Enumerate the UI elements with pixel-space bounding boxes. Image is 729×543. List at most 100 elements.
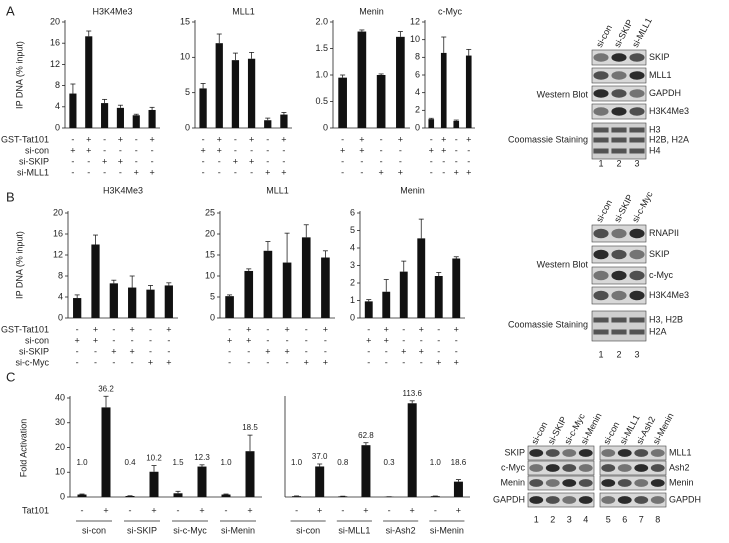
band-label: RNAPII [649, 228, 679, 238]
condition-sign: + [466, 134, 471, 144]
condition-sign: + [441, 134, 446, 144]
condition-sign: - [380, 134, 383, 144]
lane-number: 8 [655, 514, 660, 524]
blot-band [593, 53, 609, 62]
condition-sign: - [250, 167, 253, 177]
chart-title: MLL1 [266, 185, 289, 195]
condition-sign: - [112, 324, 115, 334]
y-tick-label: 0 [415, 122, 420, 132]
condition-sign: - [131, 335, 134, 345]
bar [280, 114, 288, 128]
lane-number: 7 [639, 514, 644, 524]
condition-sign: - [266, 145, 269, 155]
condition-sign: - [149, 324, 152, 334]
blot-strip [599, 460, 667, 476]
blot-band [545, 464, 560, 472]
condition-sign: - [81, 505, 84, 515]
condition-sign: + [199, 505, 204, 515]
y-tick-label: 10 [410, 34, 420, 44]
condition-sign: + [249, 134, 254, 144]
condition-sign: - [135, 156, 138, 166]
blot-group-label: Western Blot [537, 259, 589, 269]
blot-band [617, 464, 632, 472]
condition-sign: - [151, 145, 154, 155]
lane-label: si-Menin [651, 411, 676, 446]
bar [430, 496, 440, 497]
blot-band [545, 479, 560, 487]
y-tick-label: 20 [205, 228, 215, 238]
value-label: 18.5 [242, 423, 258, 432]
condition-name: GST-Tat101 [1, 134, 49, 144]
y-tick-label: 12 [410, 16, 420, 26]
lane-number: 5 [606, 514, 611, 524]
stain-band [629, 137, 645, 143]
condition-sign: - [218, 156, 221, 166]
bar [91, 244, 100, 318]
stain-band [611, 148, 627, 154]
blot-band [611, 89, 627, 98]
y-tick-label: 0 [350, 312, 355, 322]
y-tick-label: 5 [350, 225, 355, 235]
lane-number: 3 [567, 514, 572, 524]
condition-sign: - [467, 145, 470, 155]
y-tick-label: 6 [415, 69, 420, 79]
band-label: GAPDH [649, 88, 681, 98]
condition-sign: - [266, 134, 269, 144]
blot-band [650, 479, 665, 487]
y-tick-label: 16 [53, 228, 63, 238]
condition-sign: + [281, 167, 286, 177]
blot-band [650, 496, 665, 504]
lane-number: 6 [622, 514, 627, 524]
condition-sign: + [246, 324, 251, 334]
band-label: c-Myc [501, 462, 525, 472]
value-label: 1.0 [430, 458, 442, 467]
condition-sign: + [281, 134, 286, 144]
lane-number: 1 [534, 514, 539, 524]
condition-sign: - [71, 167, 74, 177]
value-label: 1.5 [172, 458, 184, 467]
condition-sign: - [76, 324, 79, 334]
bar [465, 55, 472, 128]
blot-band [617, 479, 632, 487]
condition-sign: - [420, 357, 423, 367]
panel-letter: A [6, 3, 15, 18]
bar [382, 291, 391, 318]
condition-sign: + [454, 324, 459, 334]
value-label: 12.3 [194, 453, 210, 462]
condition-sign: + [118, 134, 123, 144]
y-tick-label: 0 [60, 491, 65, 501]
blot-band [629, 53, 645, 62]
condition-sign: + [93, 324, 98, 334]
y-tick-label: 0 [185, 122, 190, 132]
blot-band [611, 107, 627, 116]
condition-sign: - [295, 505, 298, 515]
blot-band [593, 89, 609, 98]
condition-sign: - [430, 167, 433, 177]
condition-sign: + [246, 335, 251, 345]
condition-sign: + [134, 167, 139, 177]
blot-strip [599, 445, 667, 461]
condition-sign: + [359, 134, 364, 144]
chart-title: c-Myc [438, 6, 462, 16]
blot-band [634, 464, 649, 472]
condition-sign: + [233, 156, 238, 166]
y-tick-label: 30 [55, 417, 65, 427]
blot-band [634, 479, 649, 487]
condition-sign: - [149, 346, 152, 356]
condition-sign: + [419, 346, 424, 356]
condition-sign: - [286, 357, 289, 367]
lane-label: si-con [594, 23, 614, 49]
y-tick-label: 20 [55, 442, 65, 452]
lane-number: 2 [616, 349, 621, 359]
lane-number: 3 [634, 349, 639, 359]
condition-sign: - [103, 167, 106, 177]
condition-sign: + [265, 167, 270, 177]
stain-label: H2A [649, 326, 667, 336]
condition-sign: + [103, 505, 108, 515]
blot-band [617, 496, 632, 504]
condition-sign: + [429, 145, 434, 155]
condition-sign: + [441, 145, 446, 155]
blot-band [562, 496, 577, 504]
condition-sign: - [402, 324, 405, 334]
